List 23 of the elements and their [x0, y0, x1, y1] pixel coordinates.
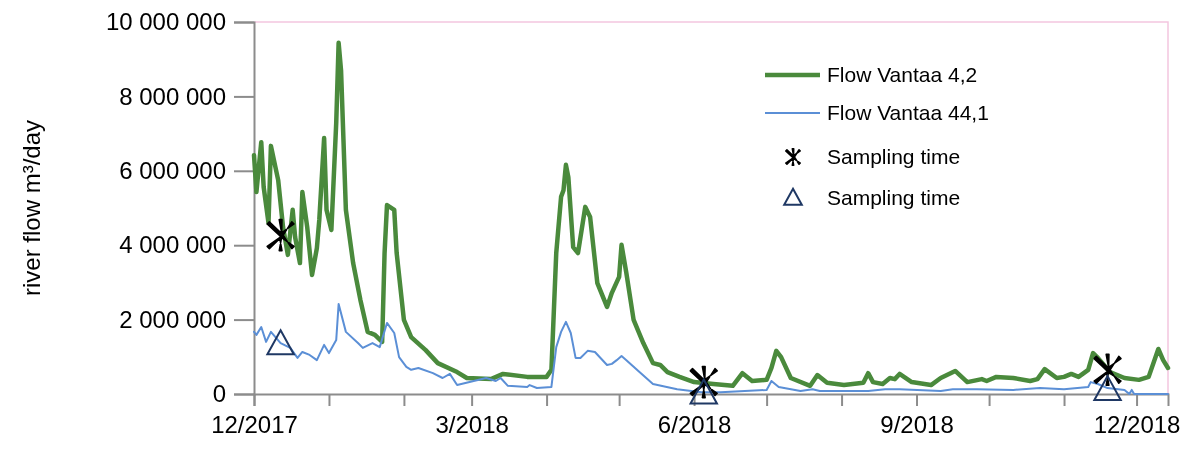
point — [266, 218, 295, 252]
x-tick-label: 12/2017 — [211, 411, 298, 439]
x-tick-label: 12/2018 — [1093, 411, 1181, 439]
y-axis-title: river flow m³/day — [18, 119, 45, 297]
legend-label: Sampling time — [827, 186, 961, 209]
point — [1093, 353, 1122, 387]
point — [266, 329, 295, 356]
line-series — [253, 302, 1169, 395]
x-tick-label: 6/2018 — [657, 411, 732, 439]
y-tick-label: 6 000 000 — [119, 156, 226, 184]
y-tick-label: 10 000 000 — [105, 8, 226, 36]
point — [689, 378, 718, 405]
legend-label: Flow Vantaa 4,2 — [827, 63, 978, 86]
legend-label: Flow Vantaa 44,1 — [827, 101, 989, 124]
y-tick-label: 8 000 000 — [119, 82, 226, 110]
y-tick-label: 0 — [212, 380, 226, 408]
line-series — [251, 40, 1171, 389]
x-tick-label: 3/2018 — [435, 411, 509, 439]
y-tick-label: 2 000 000 — [119, 305, 226, 333]
x-tick-label: 9/2018 — [880, 411, 954, 439]
legend-label: Sampling time — [827, 145, 961, 168]
point — [1093, 375, 1122, 402]
y-tick-label: 4 000 000 — [119, 231, 226, 259]
